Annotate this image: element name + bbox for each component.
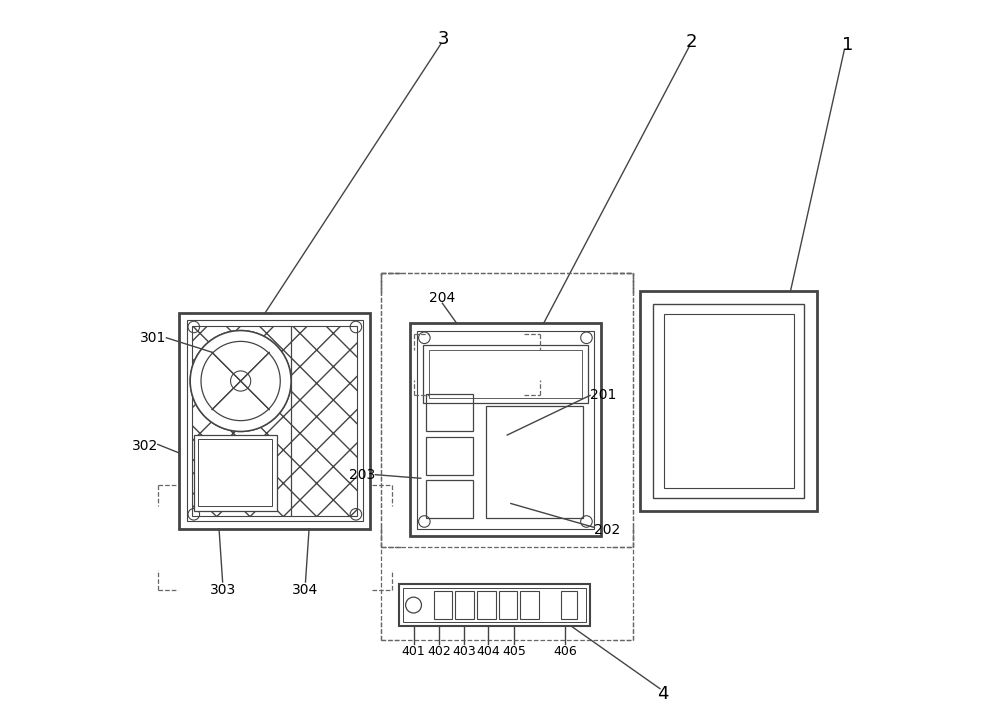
Bar xyxy=(410,323,601,536)
Text: 4: 4 xyxy=(657,685,669,703)
Bar xyxy=(179,313,370,529)
Text: 2: 2 xyxy=(686,33,697,52)
Bar xyxy=(561,591,577,619)
Bar xyxy=(194,435,277,510)
Bar xyxy=(417,330,594,529)
Text: 402: 402 xyxy=(427,645,451,658)
Bar xyxy=(664,314,794,488)
Text: 303: 303 xyxy=(210,583,236,597)
Text: 3: 3 xyxy=(437,30,449,48)
Bar xyxy=(399,584,590,626)
Bar xyxy=(640,291,817,510)
Text: 202: 202 xyxy=(594,523,620,537)
Text: 304: 304 xyxy=(292,583,319,597)
Text: 204: 204 xyxy=(429,291,455,305)
Text: 1: 1 xyxy=(842,36,853,54)
Text: 201: 201 xyxy=(590,388,616,402)
Text: 301: 301 xyxy=(140,331,166,345)
Text: 404: 404 xyxy=(476,645,500,658)
Bar xyxy=(403,589,586,621)
Bar xyxy=(520,591,539,619)
Bar xyxy=(455,591,474,619)
Text: 406: 406 xyxy=(553,645,577,658)
Bar xyxy=(434,591,452,619)
Bar xyxy=(192,325,291,515)
Text: 405: 405 xyxy=(502,645,526,658)
Bar xyxy=(477,591,496,619)
Bar xyxy=(423,345,588,403)
Bar xyxy=(429,350,582,398)
Text: 203: 203 xyxy=(349,468,375,481)
Text: 401: 401 xyxy=(402,645,425,658)
Text: 403: 403 xyxy=(452,645,476,658)
Bar xyxy=(653,304,804,498)
Bar xyxy=(291,325,357,515)
Bar xyxy=(426,437,473,475)
Bar xyxy=(187,319,363,521)
Bar xyxy=(198,439,272,506)
Bar xyxy=(486,407,583,518)
Circle shape xyxy=(190,330,291,431)
Bar xyxy=(426,394,473,431)
Circle shape xyxy=(201,341,280,420)
Text: 302: 302 xyxy=(132,439,158,453)
Bar xyxy=(426,481,473,518)
Bar xyxy=(499,591,517,619)
